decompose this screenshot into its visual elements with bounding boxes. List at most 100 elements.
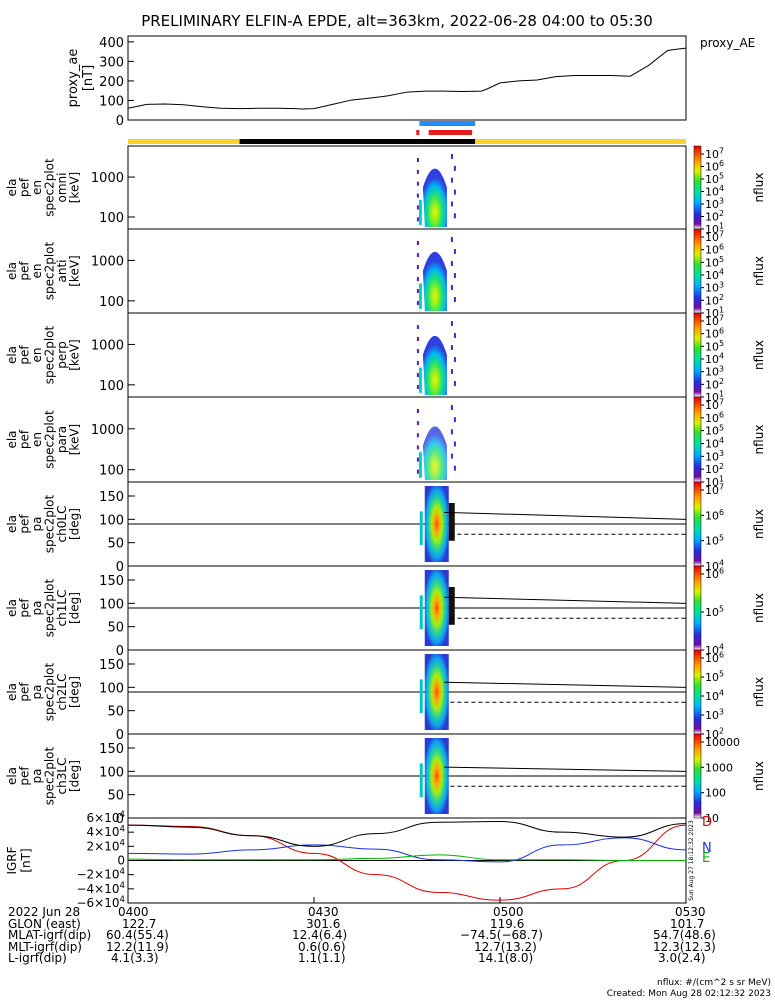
y-axis-label: ela <box>5 430 19 448</box>
colorbar <box>693 565 702 651</box>
spectrogram-speck <box>450 261 453 266</box>
y-axis-label: ela <box>5 683 19 701</box>
tick-exponent: 6 <box>719 567 724 576</box>
tick-base: 10 <box>705 509 719 522</box>
legend-label: E <box>702 851 710 866</box>
tick-exponent: 7 <box>719 314 724 323</box>
tick-exponent: 5 <box>719 339 724 348</box>
y-tick-label: 50 <box>107 705 124 720</box>
tick-exponent: 5 <box>719 423 724 432</box>
panel-frame <box>127 312 687 398</box>
tick-base: 10 <box>705 476 719 489</box>
tick-exponent: 5 <box>719 670 724 679</box>
y-tick-label: 50 <box>107 621 124 636</box>
spectrogram-speck <box>416 193 419 198</box>
spectrogram-speck <box>416 253 419 257</box>
colorbar-tick-label: 106 <box>705 410 724 424</box>
y-axis-label: ela <box>5 599 19 617</box>
tick-base: 10 <box>705 269 719 282</box>
y-axis-label: spec2plot <box>43 325 57 384</box>
y-tick-label: 1000 <box>91 423 124 438</box>
colorbar-tick-label: 106 <box>705 159 724 173</box>
colorbar-tick-label: 104 <box>705 689 724 703</box>
tick-exponent: 6 <box>719 242 724 251</box>
colorbar-tick-label: 105 <box>705 605 724 619</box>
y-tick-label: 100 <box>99 464 124 479</box>
y-tick-label: 150 <box>99 658 124 673</box>
tick-exponent: 2 <box>719 209 724 218</box>
tick-exponent: 4 <box>719 436 724 445</box>
y-axis-label: ch0LC <box>55 506 69 543</box>
row-value: −74.5(−68.7) <box>460 928 543 942</box>
y-axis-label: ch1LC <box>55 590 69 627</box>
spectrogram-speck <box>453 273 456 278</box>
colorbar <box>693 733 702 819</box>
tick-base: 10 <box>705 378 719 391</box>
y-axis-label: pa <box>30 517 44 532</box>
energy-spectrogram-panel: 1000100elapefenspec2plotperp[keV]1071061… <box>5 312 766 404</box>
spectrogram-speck <box>450 453 453 459</box>
y-tick-label: 100 <box>99 681 124 696</box>
first-col-label: 2022 Jun 28 <box>8 905 81 919</box>
spectrogram-speck <box>416 241 419 245</box>
spectrogram-speck <box>450 429 453 435</box>
row-value: 122.7 <box>122 916 157 931</box>
tick-base: 10 <box>705 328 719 341</box>
time-axis-row-mlt: MLT-igrf(dip) 12.2(11.9) 0.6(0.6) 12.7(1… <box>8 941 716 954</box>
spectrogram-blob <box>424 738 449 814</box>
y-tick-label: 0 <box>116 560 124 575</box>
colorbar-tick-label: 10 <box>705 812 719 825</box>
spectrogram-speck <box>416 373 419 377</box>
colorbar-label: nflux <box>752 173 766 203</box>
y-axis-label: spec2plot <box>43 494 57 553</box>
row-value: 301.6 <box>306 916 341 931</box>
colorbar-tick-label: 107 <box>705 314 724 328</box>
tick-base: 10 <box>705 450 719 463</box>
tick-base: −4×10 <box>76 882 119 896</box>
colorbar-label: nflux <box>752 593 766 623</box>
tick-exponent: 4 <box>719 184 724 193</box>
colorbar-label: nflux <box>752 256 766 286</box>
y-axis-label: [deg] <box>68 676 82 708</box>
colorbar-tick-label: 101 <box>705 475 724 489</box>
tick-base: 6×10 <box>87 811 120 825</box>
spectrogram-speck <box>416 158 419 162</box>
spectrogram-speck <box>450 321 453 326</box>
row-value: 60.4(55.4) <box>106 928 169 942</box>
science-zone-red-bar <box>428 130 473 135</box>
igrf-n-line <box>127 837 687 863</box>
tick-base: −6×10 <box>76 896 119 910</box>
spectrogram-speck <box>416 265 419 269</box>
spectrogram-speck <box>450 177 453 183</box>
y-tick-label: 0 <box>117 854 125 868</box>
colorbar <box>693 312 702 398</box>
y-tick-label: 100 <box>99 765 124 780</box>
y-axis-label: anti <box>55 260 69 283</box>
colorbar-tick-label: 104 <box>705 268 724 282</box>
orbit-day-bar <box>475 139 686 144</box>
y-axis-label: [keV] <box>68 339 82 370</box>
colorbar-tick-label: 105 <box>705 423 724 437</box>
tick-exponent: 4 <box>120 867 126 877</box>
units-footnote: nflux: #/(cm^2 s sr MeV) <box>657 978 771 988</box>
y-axis-label: perp <box>55 341 69 369</box>
tick-base: 10 <box>705 256 719 269</box>
y-axis-label: pef <box>18 345 32 365</box>
colorbar-tick-label: 100 <box>705 787 726 800</box>
y-axis-label: ch2LC <box>55 674 69 711</box>
spectrogram-speck <box>453 213 456 219</box>
tick-base: 2×10 <box>87 839 120 853</box>
colorbar-tick-label: 102 <box>705 462 724 476</box>
colorbar-tick-label: 105 <box>705 670 724 684</box>
tick-exponent: 3 <box>719 449 724 458</box>
spectrogram-speck <box>450 237 453 242</box>
y-tick-label: 50 <box>107 537 124 552</box>
tick-base: 10 <box>705 198 719 211</box>
time-axis-row-glon: GLON (east) 122.7 301.6 119.6 101.7 <box>8 916 708 931</box>
row-value: 119.6 <box>490 916 525 931</box>
colorbar-tick-label: 105 <box>705 172 724 186</box>
colorbar <box>693 228 702 314</box>
spectrogram-edge <box>419 511 423 545</box>
y-tick-label: 50 <box>107 789 124 804</box>
